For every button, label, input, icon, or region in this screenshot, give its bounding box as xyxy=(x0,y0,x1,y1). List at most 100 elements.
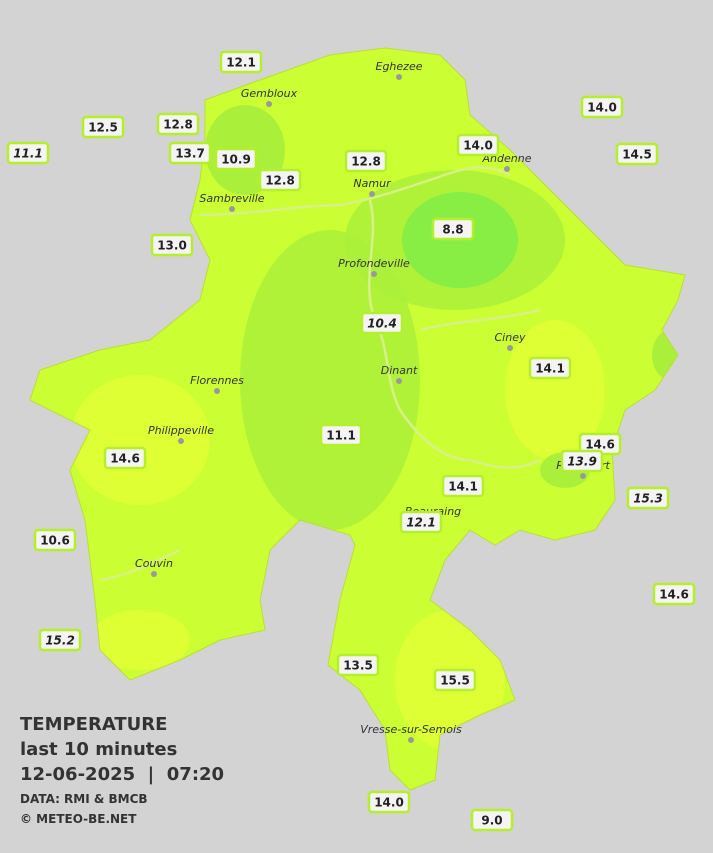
station: 14.6 xyxy=(652,582,696,606)
station-box xyxy=(6,141,50,165)
city-dot xyxy=(507,345,513,351)
station: 8.8 xyxy=(431,217,475,241)
station-value: 14.0 xyxy=(587,101,617,115)
station-box xyxy=(219,50,263,74)
station-box xyxy=(399,510,443,534)
rivers xyxy=(99,166,541,582)
station-box xyxy=(38,628,82,652)
city-label: Eghezee xyxy=(376,60,423,73)
station-box xyxy=(615,142,659,166)
station-box xyxy=(33,528,77,552)
station: 12.8 xyxy=(258,168,302,192)
station-box xyxy=(360,311,404,335)
station-box xyxy=(528,356,572,380)
station: 15.3 xyxy=(626,486,670,510)
station-value: 12.1 xyxy=(226,56,256,70)
city-dot xyxy=(396,74,402,80)
city-label: Namur xyxy=(353,177,392,190)
station-value: 15.2 xyxy=(45,634,75,648)
station: 14.0 xyxy=(367,790,411,814)
subtitle: last 10 minutes xyxy=(20,739,177,760)
station-value: 14.1 xyxy=(535,362,565,376)
station-box xyxy=(580,95,624,119)
city-layer: EghezeeGemblouxAndenneNamurSambrevillePr… xyxy=(135,60,610,743)
station-value: 11.1 xyxy=(326,429,356,443)
station-box xyxy=(433,668,477,692)
city-dot xyxy=(214,388,220,394)
city-label: Dinant xyxy=(381,364,418,377)
station-value: 14.5 xyxy=(622,148,652,162)
timestamp: 12-06-2025 | 07:20 xyxy=(20,764,224,785)
station: 13.0 xyxy=(150,233,194,257)
copyright: © METEO-BE.NET xyxy=(20,812,137,826)
station: 9.0 xyxy=(470,808,514,832)
station-value: 15.3 xyxy=(633,492,663,506)
station: 14.0 xyxy=(456,133,500,157)
station-value: 13.0 xyxy=(157,239,187,253)
station: 14.5 xyxy=(615,142,659,166)
station-box xyxy=(626,486,670,510)
city-dot xyxy=(396,378,402,384)
station-box xyxy=(441,474,485,498)
station-value: 14.0 xyxy=(463,139,493,153)
station-value: 12.1 xyxy=(406,516,436,530)
city-dot xyxy=(408,737,414,743)
station-value: 14.6 xyxy=(110,452,140,466)
station-value: 8.8 xyxy=(442,223,463,237)
station: 14.6 xyxy=(103,446,147,470)
station-box xyxy=(319,423,363,447)
station-box xyxy=(456,133,500,157)
station: 12.1 xyxy=(399,510,443,534)
source: DATA: RMI & BMCB xyxy=(20,792,148,806)
city-dot xyxy=(504,166,510,172)
city-label: Couvin xyxy=(135,557,173,570)
station-value: 13.9 xyxy=(567,455,597,469)
station: 11.1 xyxy=(6,141,50,165)
station-box xyxy=(367,790,411,814)
station-box xyxy=(258,168,302,192)
station-value: 13.7 xyxy=(175,147,205,161)
city-dot xyxy=(369,191,375,197)
city-label: Profondeville xyxy=(338,257,410,270)
station: 12.5 xyxy=(81,115,125,139)
station: 13.9 xyxy=(560,449,604,473)
station-box xyxy=(560,449,604,473)
city-label: Ciney xyxy=(495,331,526,344)
city-label: Sambreville xyxy=(199,192,264,205)
station: 10.4 xyxy=(360,311,404,335)
station-value: 12.5 xyxy=(88,121,118,135)
station: 12.8 xyxy=(156,112,200,136)
title: TEMPERATURE xyxy=(20,714,167,735)
city-label: Philippeville xyxy=(148,424,214,437)
station-value: 10.6 xyxy=(40,534,70,548)
station: 10.6 xyxy=(33,528,77,552)
city-label: Vresse-sur-Semois xyxy=(360,723,462,736)
station: 11.1 xyxy=(319,423,363,447)
station-box xyxy=(652,582,696,606)
station-value: 10.9 xyxy=(221,153,251,167)
city-dot xyxy=(151,571,157,577)
station-value: 14.0 xyxy=(374,796,404,810)
station-value: 14.1 xyxy=(448,480,478,494)
station-box xyxy=(214,147,258,171)
station-value: 12.8 xyxy=(351,155,381,169)
station-box xyxy=(470,808,514,832)
city-label: Florennes xyxy=(190,374,244,387)
station: 15.2 xyxy=(38,628,82,652)
station: 14.1 xyxy=(441,474,485,498)
station-value: 14.6 xyxy=(585,438,615,452)
station-value: 9.0 xyxy=(481,814,502,828)
station: 12.1 xyxy=(219,50,263,74)
station-box xyxy=(431,217,475,241)
station: 13.7 xyxy=(168,141,212,165)
station-box xyxy=(168,141,212,165)
station-value: 13.5 xyxy=(343,659,373,673)
station-value: 14.6 xyxy=(659,588,689,602)
station-box xyxy=(156,112,200,136)
station: 14.1 xyxy=(528,356,572,380)
station: 12.8 xyxy=(344,149,388,173)
station: 13.5 xyxy=(336,653,380,677)
station-value: 10.4 xyxy=(367,317,397,331)
